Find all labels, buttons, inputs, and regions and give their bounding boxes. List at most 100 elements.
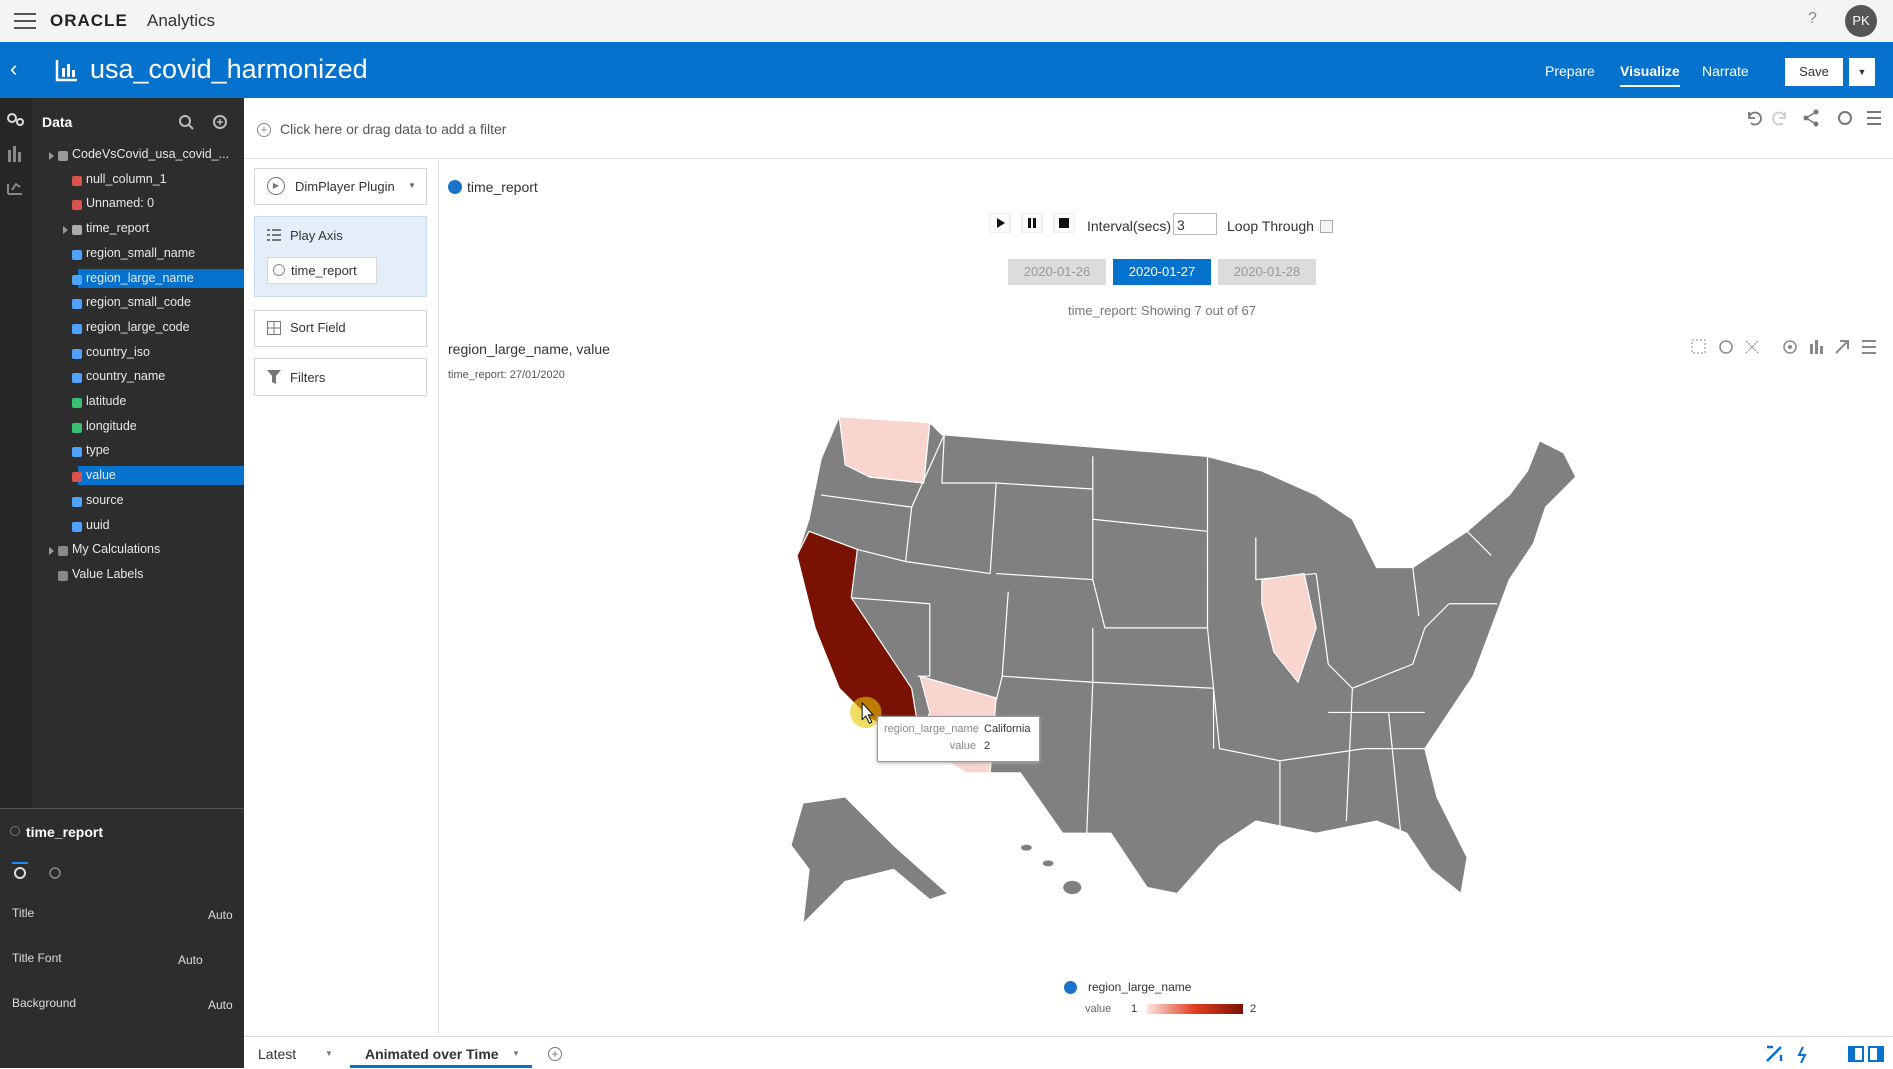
cursor xyxy=(861,702,874,724)
sidebar xyxy=(0,98,244,1068)
user-avatar[interactable]: PK xyxy=(1845,5,1877,37)
nav-prepare[interactable]: Prepare xyxy=(1545,63,1595,79)
grammar-panel xyxy=(244,159,439,1036)
tree-icon xyxy=(72,348,82,359)
brand: ORACLE xyxy=(50,11,128,30)
play-axis-field: time_report xyxy=(291,263,357,278)
tooltip-value-label: value xyxy=(949,740,976,752)
state-illinois[interactable] xyxy=(1261,572,1317,683)
tree-item[interactable]: time_report xyxy=(86,221,150,236)
status: time_report: Showing 7 out of 67 xyxy=(1068,303,1256,318)
tree-highlight xyxy=(78,268,244,288)
rail-icons[interactable] xyxy=(6,112,26,202)
tab-latest[interactable]: Latest xyxy=(258,1046,297,1062)
prop-label: Title Font xyxy=(12,951,62,965)
tab-caret[interactable]: ▼ xyxy=(325,1049,333,1058)
tree-item[interactable]: CodeVsCovid_usa_covid_... xyxy=(72,147,230,161)
tree-icon xyxy=(72,521,82,532)
tree-item[interactable]: type xyxy=(86,443,110,458)
tree-item[interactable]: My Calculations xyxy=(72,542,161,557)
tree-item[interactable]: null_column_1 xyxy=(86,171,167,186)
state-washington[interactable] xyxy=(838,415,931,484)
tree-item[interactable]: Value Labels xyxy=(72,566,144,581)
back-button[interactable]: ‹ xyxy=(10,56,18,81)
prop-tabs[interactable] xyxy=(12,862,62,882)
toolbar-icons[interactable] xyxy=(1745,108,1885,128)
date-button[interactable]: 2020-01-26 xyxy=(1008,259,1106,285)
tree-icon xyxy=(72,175,82,186)
viz-subtitle: time_report: 27/01/2020 xyxy=(448,369,565,381)
filter-placeholder[interactable]: Click here or drag data to add a filter xyxy=(280,121,507,137)
data-heading: Data xyxy=(42,114,73,130)
plugin-name: DimPlayer Plugin xyxy=(295,179,395,194)
prop-value[interactable]: Auto xyxy=(208,908,233,922)
tree-toggle[interactable] xyxy=(63,226,68,235)
tree-toggle[interactable] xyxy=(49,152,54,160)
sidebar-rail xyxy=(0,98,32,808)
tree-item[interactable]: longitude xyxy=(86,418,137,433)
tree-item[interactable]: country_iso xyxy=(86,344,150,359)
tree-item[interactable]: latitude xyxy=(86,394,127,408)
clock-icon xyxy=(273,264,285,276)
alaska[interactable] xyxy=(790,796,949,925)
prop-label: Title xyxy=(12,906,35,920)
filters-label: Filters xyxy=(290,370,326,385)
prop-icon xyxy=(10,826,20,836)
viz-tools[interactable] xyxy=(1690,338,1880,356)
tree-icon xyxy=(72,496,82,507)
tree-icon xyxy=(72,299,82,310)
tree-item[interactable]: region_large_name xyxy=(86,270,194,285)
plugin-icon: ▶ xyxy=(267,177,285,195)
date-button[interactable]: 2020-01-27 xyxy=(1113,259,1211,285)
tree-item[interactable]: country_name xyxy=(86,369,166,384)
add-filter-icon[interactable]: + xyxy=(257,123,271,137)
filters-box[interactable] xyxy=(254,358,427,396)
menu-icon[interactable] xyxy=(14,12,38,30)
tab-bar xyxy=(244,1036,1893,1069)
tree-toggle[interactable] xyxy=(49,547,54,556)
tree-item[interactable]: region_small_code xyxy=(86,295,191,310)
dataset-icon xyxy=(55,60,77,82)
tab-caret[interactable]: ▼ xyxy=(512,1049,520,1058)
loop-checkbox[interactable] xyxy=(1320,220,1333,233)
tree-item[interactable]: uuid xyxy=(86,517,110,532)
interval-input[interactable]: 3 xyxy=(1173,213,1217,235)
play-axis-pill[interactable] xyxy=(267,257,377,284)
player-controls[interactable] xyxy=(990,213,1074,233)
play-axis-label: Play Axis xyxy=(290,228,343,243)
data-tools[interactable] xyxy=(178,114,228,130)
tree-item[interactable]: region_large_code xyxy=(86,319,190,334)
nav-narrate[interactable]: Narrate xyxy=(1702,63,1749,79)
tree-item[interactable]: value xyxy=(86,468,116,483)
save-button[interactable]: Save xyxy=(1785,58,1843,86)
sort-field-box[interactable] xyxy=(254,310,427,347)
tree-item[interactable]: Unnamed: 0 xyxy=(86,196,155,211)
hawaii[interactable] xyxy=(1041,859,1055,868)
viz-title: region_large_name, value xyxy=(448,341,610,357)
hawaii[interactable] xyxy=(1019,843,1034,852)
plugin-select[interactable] xyxy=(254,168,427,205)
help-icon[interactable]: ? xyxy=(1808,10,1817,27)
tab-active-underline xyxy=(350,1036,532,1068)
prop-value[interactable]: Auto xyxy=(178,953,203,967)
tree-icon xyxy=(72,447,82,458)
tooltip xyxy=(877,716,1040,762)
prop-value[interactable]: Auto xyxy=(208,998,233,1012)
tab-animated[interactable]: Animated over Time xyxy=(365,1046,499,1062)
tree-icon xyxy=(58,546,68,557)
hawaii[interactable] xyxy=(1061,879,1083,896)
prop-label: Background xyxy=(12,996,77,1010)
us-map[interactable] xyxy=(796,415,1577,895)
legend-label: value xyxy=(1085,1003,1112,1015)
tree-item[interactable]: region_small_name xyxy=(86,245,196,260)
loop-label: Loop Through xyxy=(1227,218,1314,234)
tree-highlight xyxy=(78,466,244,486)
bottom-icons[interactable] xyxy=(1765,1045,1885,1063)
legend-title: region_large_name xyxy=(1088,980,1192,994)
date-button[interactable]: 2020-01-28 xyxy=(1218,259,1316,285)
tree-item[interactable]: source xyxy=(86,492,124,507)
nav-visualize[interactable]: Visualize xyxy=(1620,63,1680,87)
add-tab[interactable]: + xyxy=(548,1047,562,1061)
save-dropdown[interactable]: ▼ xyxy=(1849,58,1875,86)
